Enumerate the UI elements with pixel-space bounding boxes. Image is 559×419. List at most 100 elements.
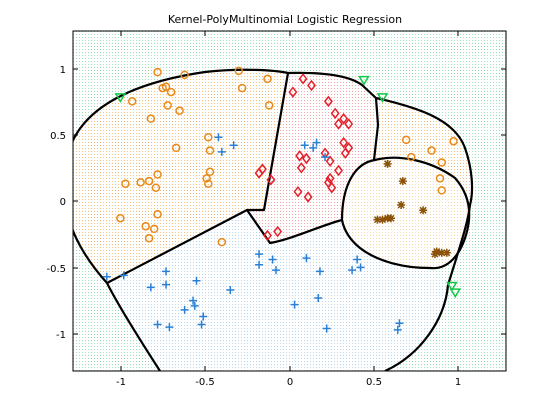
data-point-diamond [288,86,298,98]
data-point-diamond [301,152,311,165]
data-point-plus [309,143,318,152]
y-tick-label: 0.5 [50,131,66,142]
data-point-star [383,214,392,223]
data-point-triangle-down [114,93,127,103]
data-point-circle [163,101,172,110]
data-point-diamond [295,150,305,162]
data-point-diamond [293,185,303,198]
data-point-diamond [339,112,349,125]
x-tick-label: 0.5 [366,377,382,388]
data-point-plus [300,141,309,150]
data-point-plus [356,263,365,272]
chart-title: Kernel-PolyMultinomial Logistic Regressi… [168,13,402,26]
boundary-outer-lower [106,282,450,371]
x-tick: -0.5 [195,31,215,388]
data-point-plus [102,272,111,281]
y-tick-label: 0 [60,197,66,208]
data-point-circle [153,210,162,219]
data-point-plus [271,266,280,275]
data-point-diamond [334,118,344,130]
data-point-diamond [325,172,335,185]
data-point-plus [315,267,324,276]
data-point-circle [205,146,215,155]
data-point-diamond [327,181,337,194]
data-point-triangle-down [358,75,370,86]
data-point-circle [401,135,411,145]
boundary-red-blue [246,209,343,245]
boundary-outer-upper [73,68,474,286]
data-point-plus [395,319,404,328]
data-point-circle [158,83,167,93]
data-point-plus [321,153,330,162]
data-point-circle [435,174,445,183]
data-point-plus [199,312,208,321]
x-axis: -1 -0.5 0 0.5 1 [116,31,461,388]
data-point-plus [180,305,189,314]
data-point-plus [146,283,155,292]
data-point-plus [353,255,362,264]
y-tick: 0 [60,197,506,208]
data-point-circle [121,179,130,188]
data-point-plus [226,285,235,294]
data-point-star [398,177,407,186]
data-point-diamond [254,167,264,179]
data-point-star [373,215,382,224]
data-point-star [437,248,446,257]
data-point-circle [407,152,416,162]
data-point-diamond [273,225,283,238]
y-tick-label: -1 [56,330,66,341]
data-point-diamond [339,136,349,149]
decision-boundaries [73,68,474,371]
region-brown [342,157,470,269]
data-point-circle [153,67,162,77]
x-tick-label: -0.5 [195,377,215,388]
data-point-star [419,206,428,215]
data-point-circle [149,224,159,234]
x-tick: -1 [116,31,126,388]
data-point-plus [255,260,264,269]
y-tick-label: 1 [60,65,66,76]
data-point-circle [205,167,215,177]
data-point-circle [136,178,145,187]
data-point-plus [312,138,321,147]
x-tick: 0.5 [366,31,382,388]
data-point-plus [268,255,277,264]
data-point-circle [171,143,181,153]
data-point-circle [116,214,125,223]
y-tick: 0.5 [50,131,506,142]
data-points [102,66,462,334]
data-point-plus [197,320,206,329]
x-tick-label: 0 [287,377,293,388]
data-point-plus [162,280,171,289]
y-tick-label: -0.5 [46,264,66,275]
data-point-circle [202,174,211,183]
data-point-diamond [323,95,333,108]
y-tick: -1 [56,330,506,341]
data-point-circle [204,133,213,142]
region-orange [73,69,288,283]
region-orange-right [374,98,473,205]
data-point-plus [214,133,223,142]
x-tick-label: -1 [116,377,126,388]
boundary-brown-ellipse [340,156,471,270]
data-point-triangle-down [449,288,462,299]
data-point-plus [322,324,331,333]
data-point-circle [166,87,176,97]
data-point-diamond [298,73,308,85]
data-point-plus [393,325,402,334]
data-point-plus [192,276,201,285]
data-point-star [430,250,439,259]
data-point-circle [449,136,458,146]
data-point-diamond [330,107,340,120]
y-tick: 1 [60,65,506,76]
data-point-diamond [344,118,354,130]
data-point-circle [437,158,446,167]
data-point-star [442,248,451,257]
data-point-circle [144,233,154,243]
y-axis: 1 0.5 0 -0.5 -1 [46,65,506,341]
data-point-diamond [303,191,313,203]
data-point-star [383,159,392,168]
x-tick: 1 [455,31,461,388]
data-point-circle [427,146,436,155]
